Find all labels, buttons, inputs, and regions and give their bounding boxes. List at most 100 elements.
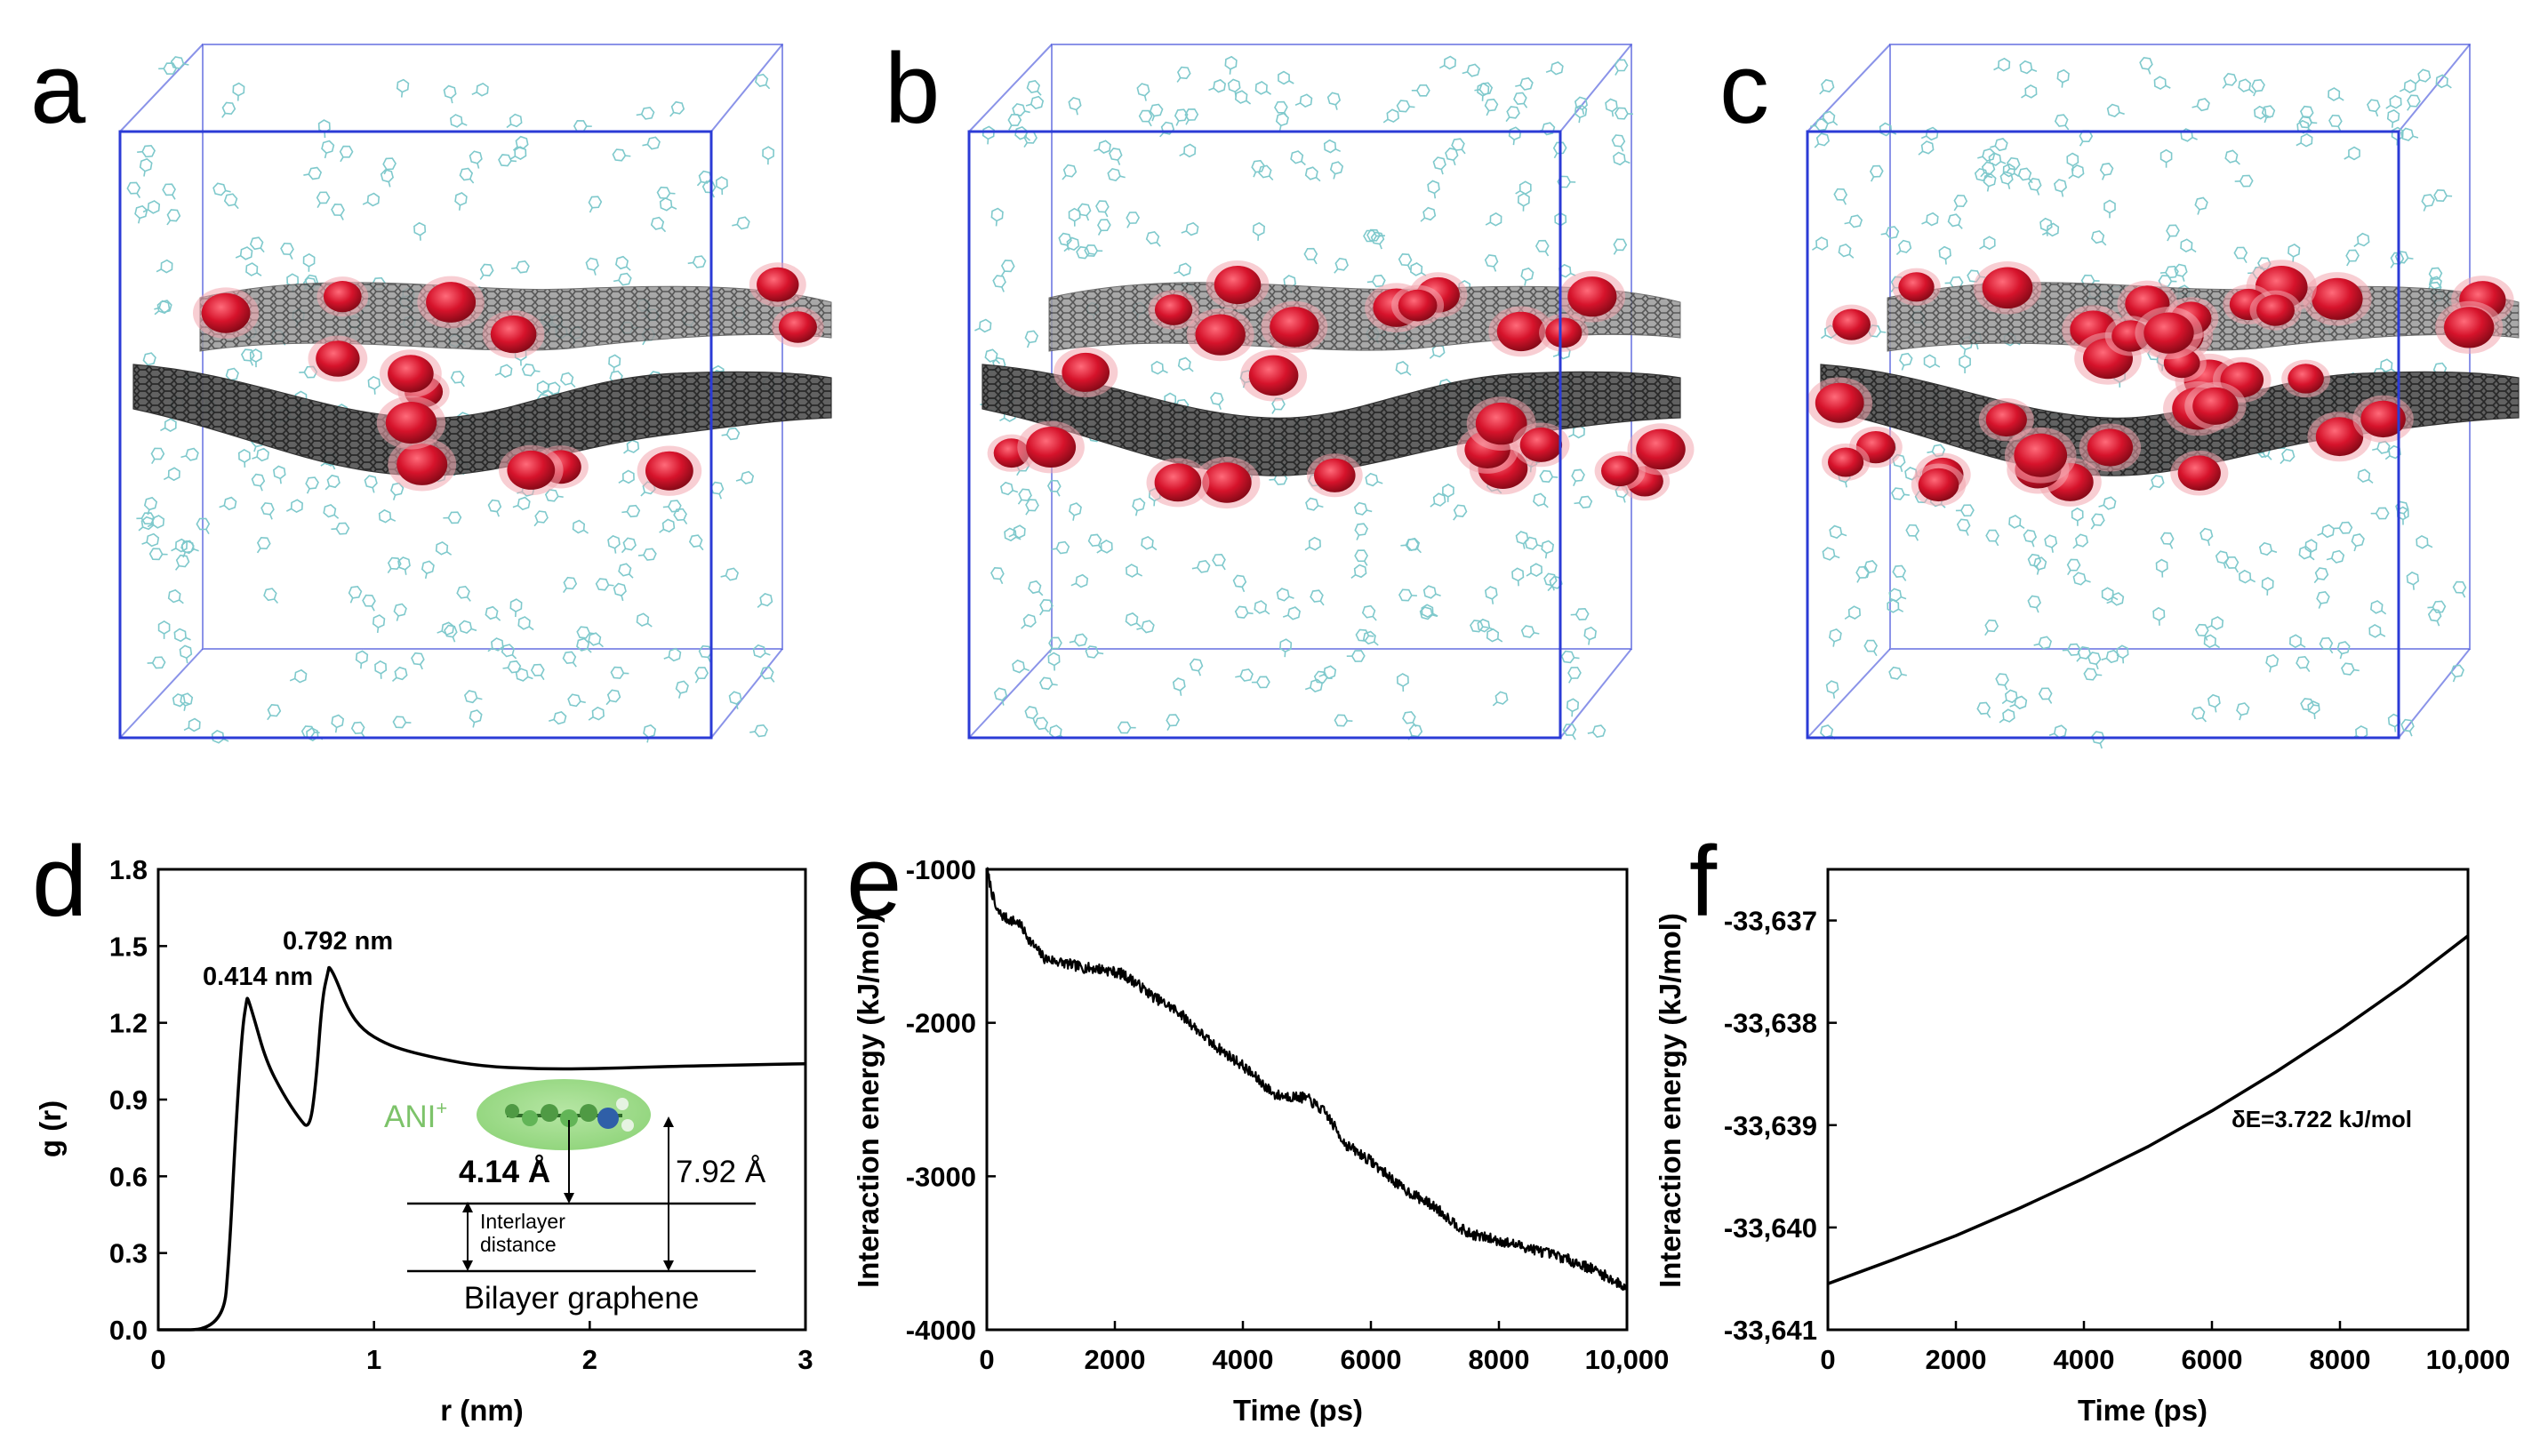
solvent-molecule: [1923, 354, 1941, 369]
adsorbed-ion: [323, 281, 362, 313]
solvent-molecule: [1520, 267, 1534, 286]
solvent-molecule: [1993, 57, 2011, 72]
solvent-ring: [1323, 665, 1337, 679]
solvent-ring: [1494, 691, 1509, 705]
solvent-bond: [618, 479, 624, 484]
solvent-molecule: [2224, 556, 2240, 573]
solvent-bond: [1136, 627, 1142, 630]
solvent-bond: [1588, 639, 1591, 645]
solvent-molecule: [2353, 232, 2370, 248]
solvent-bond: [629, 573, 634, 579]
solvent-bond: [1025, 509, 1030, 516]
solvent-molecule: [1208, 78, 1226, 93]
solvent-molecule: [126, 181, 141, 198]
solvent-ring: [1141, 535, 1154, 550]
solvent-bond: [387, 568, 392, 574]
y-tick-label: -33,641: [1724, 1315, 1817, 1346]
solvent-ring: [1443, 55, 1456, 70]
solvent-bond: [2064, 124, 2070, 131]
chart-e: e Interaction energy (kJ/mol) Time (ps) …: [846, 826, 1669, 1427]
solvent-ring: [2106, 103, 2120, 117]
solvent-ring: [1361, 604, 1376, 619]
solvent-bond: [160, 427, 166, 432]
solvent-bond: [1039, 610, 1044, 616]
solvent-bond: [279, 478, 282, 484]
solvent-molecule: [1396, 673, 1409, 692]
solvent-bond: [1515, 84, 1521, 87]
adsorbed-ion: [426, 282, 477, 323]
solvent-bond: [1066, 244, 1070, 251]
solvent-bond: [2408, 257, 2414, 260]
solvent-molecule: [1346, 650, 1366, 662]
solvent-molecule: [160, 418, 177, 432]
solvent-bond: [1515, 190, 1521, 195]
solvent-ring: [290, 499, 303, 514]
solvent-molecule: [637, 548, 657, 561]
y-tick-label: -33,640: [1724, 1212, 1817, 1244]
solvent-molecule: [636, 612, 653, 628]
solvent-ring: [185, 447, 199, 461]
solvent-ring: [188, 717, 201, 732]
solvent-bond: [2007, 183, 2011, 189]
solvent-ring: [1232, 574, 1247, 588]
solvent-molecule: [1048, 636, 1062, 654]
adsorbed-ion: [1195, 314, 1246, 356]
solvent-molecule: [2099, 163, 2114, 180]
solvent-bond: [1953, 205, 1959, 212]
solvent-molecule: [471, 82, 489, 97]
solvent-ring: [469, 709, 483, 724]
solvent-ring: [2300, 698, 2314, 711]
solvent-molecule: [2258, 541, 2278, 556]
solvent-molecule: [1811, 236, 1829, 251]
solvent-molecule: [1007, 114, 1022, 131]
solvent-ring: [2386, 108, 2400, 124]
solvent-ring: [1210, 392, 1224, 405]
solvent-bond: [2235, 160, 2240, 165]
solvent-bond: [1568, 434, 1574, 438]
solvent-bond: [999, 417, 1006, 422]
solvent-molecule: [397, 556, 411, 575]
solvent-molecule: [2234, 174, 2254, 188]
solvent-bond: [1544, 251, 1550, 257]
solvent-ring: [1984, 619, 1999, 633]
solvent-bond: [396, 615, 399, 621]
solvent-ring: [1829, 628, 1842, 643]
solvent-molecule: [2368, 624, 2386, 638]
solvent-molecule: [512, 496, 531, 511]
solvent-ring: [157, 620, 171, 635]
solvent-molecule: [2017, 167, 2033, 184]
solvent-ring: [612, 148, 627, 162]
solvent-ring: [1308, 536, 1321, 551]
solvent-bond: [1062, 174, 1067, 180]
solvent-bond: [1294, 102, 1301, 107]
solvent-molecule: [378, 508, 397, 524]
solvent-molecule: [509, 598, 523, 618]
solvent-molecule: [2415, 68, 2432, 84]
panel-label-f: f: [1689, 826, 1718, 937]
solvent-bond: [1965, 530, 1969, 536]
solvent-ring: [237, 448, 251, 463]
adsorbed-ion: [1026, 427, 1077, 468]
solvent-bond: [2204, 635, 2208, 641]
solvent-bond: [580, 700, 586, 704]
solvent-bond: [225, 189, 231, 193]
solvent-molecule: [459, 167, 475, 184]
solvent-ring: [1613, 238, 1628, 252]
y-tick-label: -33,638: [1724, 1008, 1817, 1039]
solvent-ring: [2375, 507, 2390, 520]
solvent-ring: [1571, 468, 1585, 483]
solvent-molecule: [141, 532, 160, 548]
solvent-bond: [289, 253, 293, 260]
adsorbed-ion: [2312, 277, 2363, 320]
solvent-molecule: [2194, 623, 2209, 641]
solvent-molecule: [232, 82, 245, 101]
solvent-bond: [1488, 627, 1495, 631]
solvent-ring: [249, 236, 264, 251]
solvent-ring: [396, 78, 410, 93]
solvent-molecule: [2344, 146, 2360, 161]
solvent-bond: [735, 703, 739, 709]
solvent-bond: [1613, 249, 1618, 255]
solvent-bond: [770, 677, 775, 683]
solvent-bond: [2318, 603, 2322, 609]
solvent-ring: [476, 82, 489, 97]
